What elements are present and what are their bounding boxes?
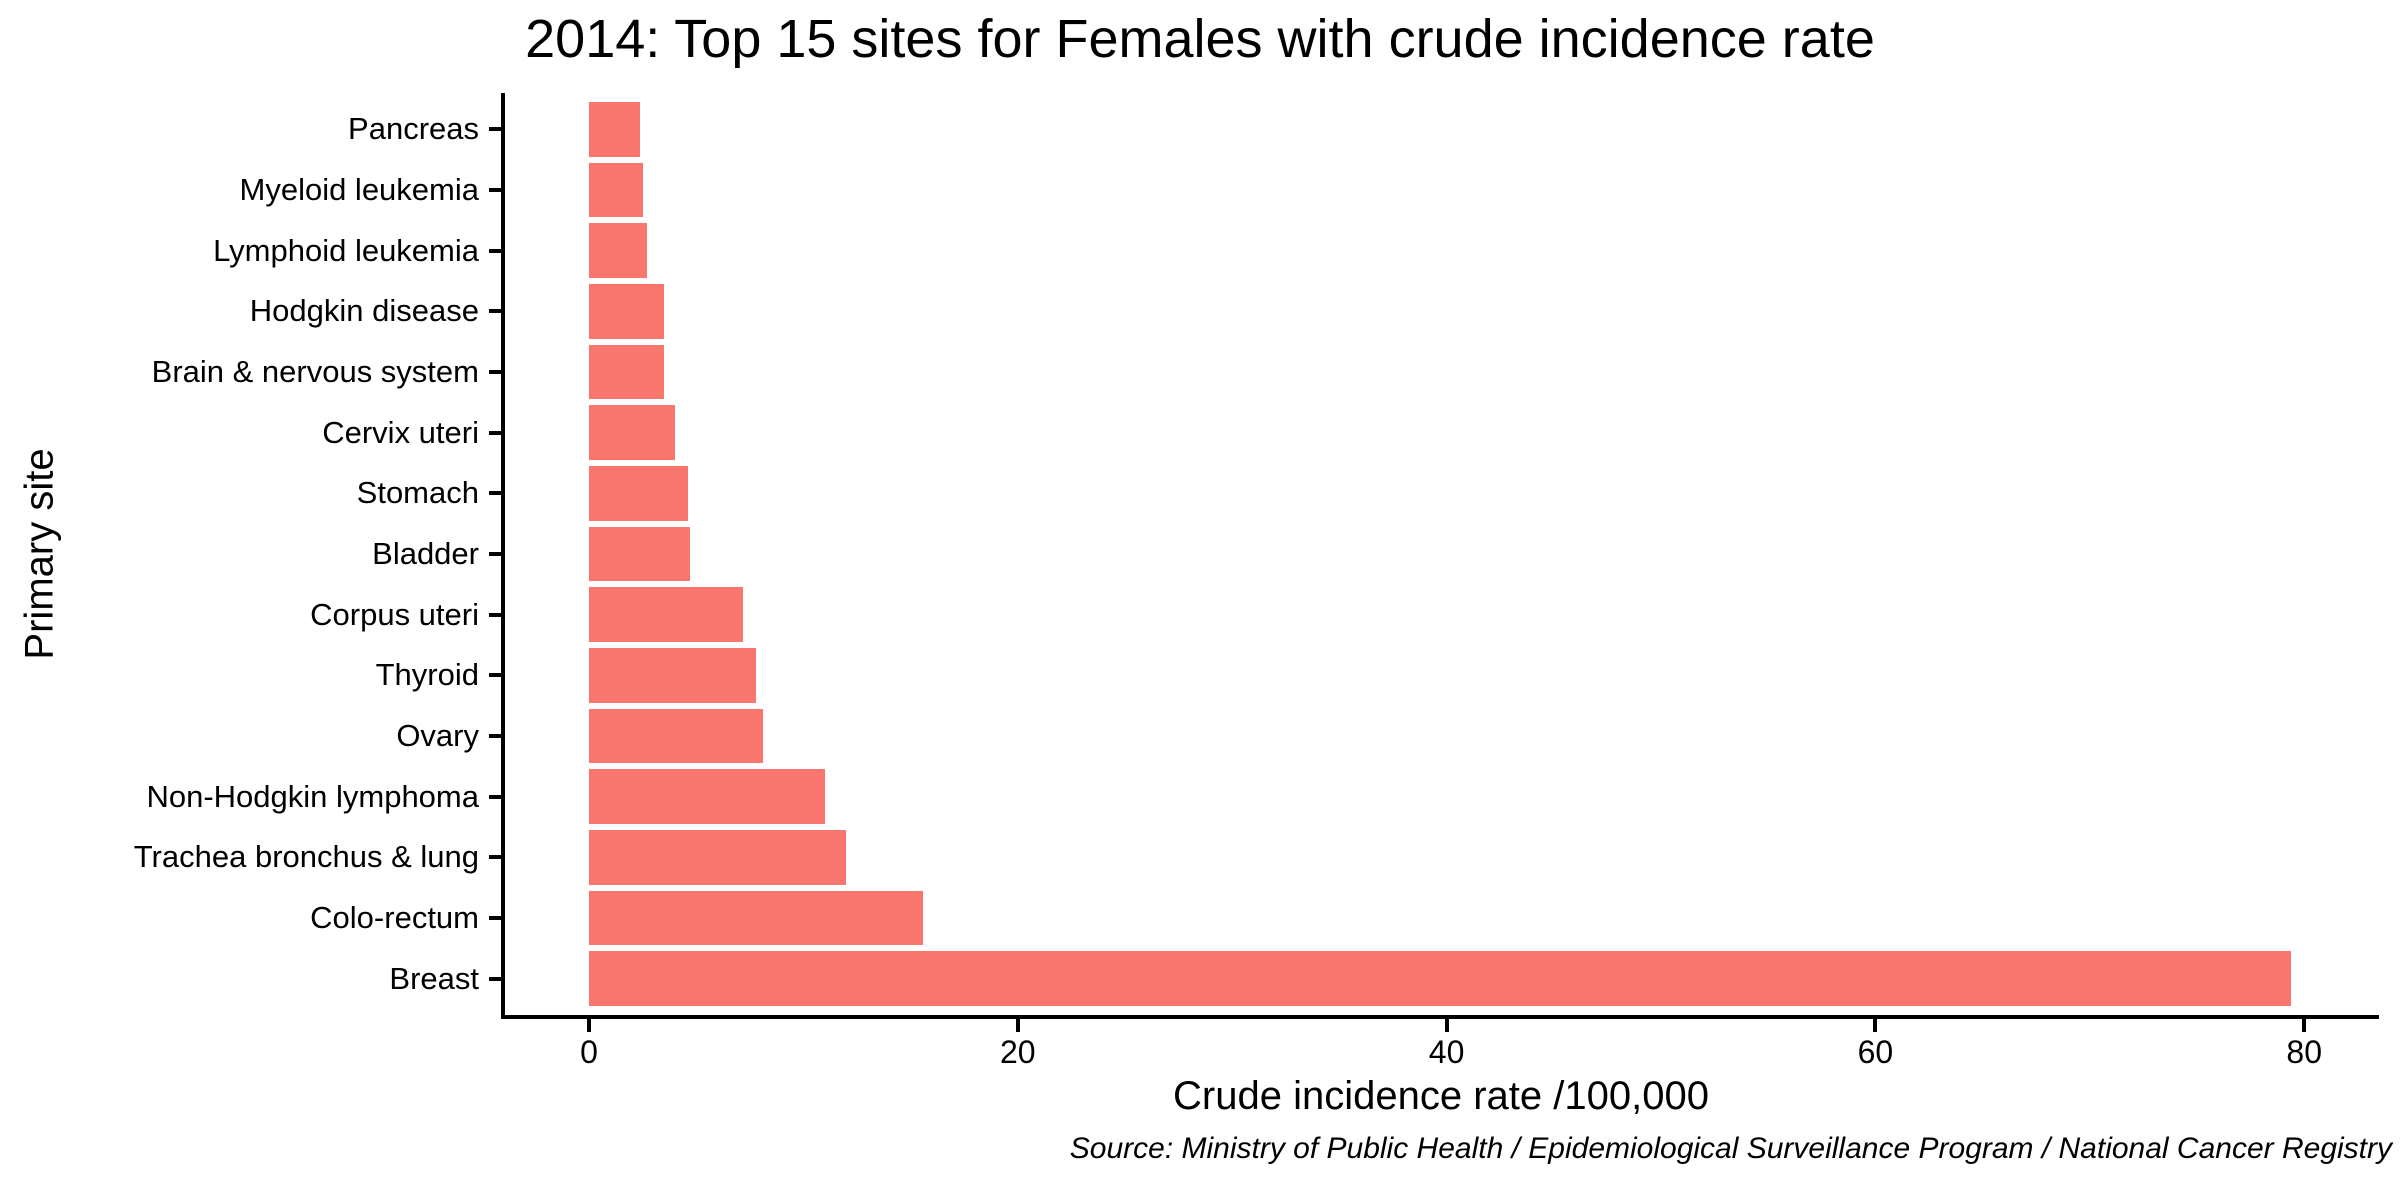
- x-axis-tick: [1873, 1019, 1878, 1032]
- y-axis-tick: [489, 733, 501, 738]
- bar: [589, 466, 688, 521]
- x-axis-title: Crude incidence rate /100,000: [1173, 1074, 1709, 1118]
- y-axis-label: Corpus uteri: [310, 596, 479, 632]
- x-axis-tick: [1444, 1019, 1449, 1032]
- x-axis-line: [501, 1015, 2379, 1019]
- y-axis-tick: [489, 127, 501, 132]
- x-axis-tick-label: 60: [1857, 1034, 1894, 1070]
- y-axis-label: Brain & nervous system: [151, 354, 479, 390]
- y-axis-tick: [489, 673, 501, 678]
- bar: [589, 890, 924, 946]
- y-axis-label: Myeloid leukemia: [239, 172, 480, 208]
- y-axis-label: Bladder: [372, 536, 479, 571]
- y-axis-label: Non-Hodgkin lymphoma: [146, 778, 479, 814]
- bar: [589, 951, 2292, 1006]
- x-axis-tick: [587, 1019, 591, 1032]
- y-axis-label: Thyroid: [375, 657, 479, 693]
- y-axis-label: Ovary: [396, 717, 479, 753]
- y-axis-tick: [489, 976, 501, 981]
- y-axis-tick: [489, 612, 501, 617]
- y-axis-tick: [489, 309, 501, 314]
- y-axis-label: Trachea bronchus & lung: [133, 839, 479, 875]
- bar: [589, 284, 665, 339]
- y-axis-tick: [489, 915, 501, 920]
- y-axis-tick: [489, 430, 501, 435]
- y-axis-title: Primary site: [17, 448, 62, 660]
- x-axis-tick-label: 80: [2286, 1034, 2322, 1070]
- bar: [589, 587, 744, 642]
- chart-title: 2014: Top 15 sites for Females with crud…: [525, 9, 1875, 69]
- y-axis-tick: [489, 370, 501, 375]
- x-axis-tick: [2302, 1019, 2307, 1032]
- y-axis-tick: [489, 491, 501, 496]
- bar: [589, 162, 643, 218]
- y-axis-tick: [489, 855, 501, 860]
- bar: [589, 526, 690, 582]
- bar: [589, 102, 641, 157]
- bar: [589, 708, 763, 764]
- y-axis-tick: [489, 794, 501, 799]
- bar: [589, 648, 757, 703]
- x-axis-tick: [1015, 1019, 1020, 1032]
- y-axis-tick: [489, 552, 501, 556]
- bar: [589, 829, 847, 885]
- bar: [589, 769, 825, 824]
- y-axis-tick: [489, 188, 501, 193]
- bar: [589, 405, 675, 460]
- bar: [589, 344, 665, 400]
- y-axis-tick: [489, 248, 501, 253]
- y-axis-label: Breast: [389, 960, 479, 996]
- y-axis-label: Stomach: [356, 475, 479, 511]
- y-axis-label: Colo-rectum: [310, 899, 479, 935]
- bar: [589, 223, 647, 278]
- x-axis-tick-label: 20: [1000, 1034, 1036, 1070]
- x-axis-tick-label: 0: [580, 1034, 598, 1070]
- y-axis-label: Pancreas: [348, 111, 479, 147]
- y-axis-label: Cervix uteri: [322, 414, 479, 450]
- source-caption: Source: Ministry of Public Health / Epid…: [1069, 1132, 2392, 1165]
- y-axis-label: Lymphoid leukemia: [213, 232, 479, 268]
- y-axis-label: Hodgkin disease: [249, 293, 479, 329]
- y-axis-line: [501, 93, 505, 1019]
- x-axis-tick-label: 40: [1428, 1034, 1465, 1070]
